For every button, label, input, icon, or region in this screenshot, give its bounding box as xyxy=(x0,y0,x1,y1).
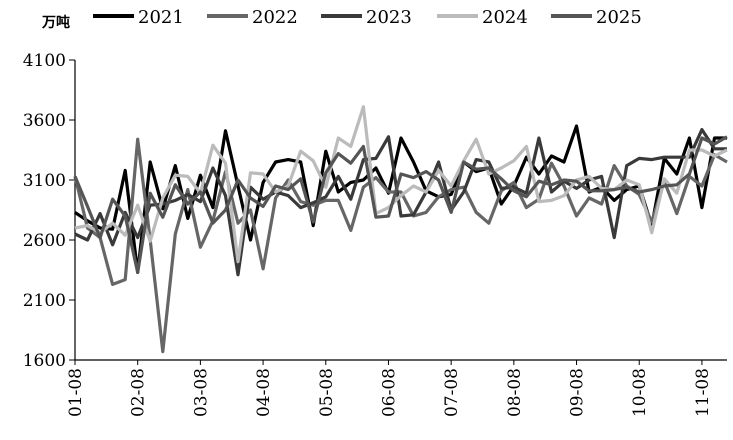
y-axis-unit-label: 万吨 xyxy=(41,14,70,31)
y-tick-label: 2600 xyxy=(23,231,66,251)
x-tick-label: 03-08 xyxy=(191,368,211,417)
y-tick-label: 1600 xyxy=(23,351,66,371)
legend-label-2021: 2021 xyxy=(138,7,184,28)
x-tick-label: 08-08 xyxy=(505,368,525,417)
x-tick-label: 09-08 xyxy=(568,368,588,417)
x-tick-label: 05-08 xyxy=(317,368,337,417)
x-tick-label: 06-08 xyxy=(379,368,399,417)
legend-label-2025: 2025 xyxy=(596,7,642,28)
series-lines xyxy=(73,105,728,354)
legend-label-2023: 2023 xyxy=(366,7,412,28)
x-tick-label: 02-08 xyxy=(129,368,149,417)
y-tick-label: 3600 xyxy=(23,111,66,131)
x-tick-label: 01-08 xyxy=(66,368,86,417)
y-tick-label: 3100 xyxy=(23,171,66,191)
y-tick-label: 2100 xyxy=(23,291,66,311)
series-line-2024 xyxy=(74,105,728,264)
legend: 2021 2022 2023 2024 2025 xyxy=(93,7,642,28)
y-tick-label: 4100 xyxy=(23,51,66,71)
x-tick-label: 04-08 xyxy=(254,368,274,417)
legend-label-2022: 2022 xyxy=(252,7,298,28)
axes: 1600 2100 2600 3100 3600 4100 01-08 02-08 03-08 0… xyxy=(23,51,727,417)
x-tick-label: 11-08 xyxy=(693,368,713,417)
x-tick-label: 07-08 xyxy=(442,368,462,417)
legend-label-2024: 2024 xyxy=(482,7,528,28)
x-tick-label: 10-08 xyxy=(630,368,650,417)
series-line-2022 xyxy=(73,137,728,354)
series-line-2025 xyxy=(73,135,728,274)
